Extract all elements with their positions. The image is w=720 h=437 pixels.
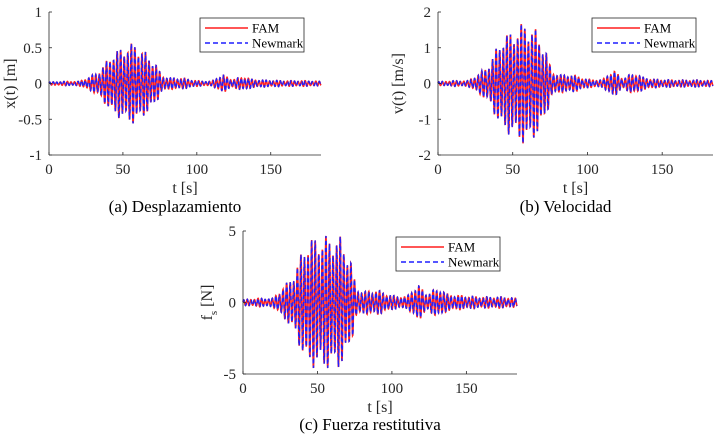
panel-caption: (a) Desplazamiento bbox=[109, 197, 242, 216]
legend-label: FAM bbox=[448, 240, 476, 255]
panel-displacement: 0 50 100 150 -1 -0.5 0 0.5 1 t [s] x(t) [m] (a) Des… bbox=[2, 5, 322, 216]
y-tick-label: 1 bbox=[35, 5, 43, 21]
y-axis-label: x(t) [m] bbox=[2, 58, 19, 108]
legend-box bbox=[591, 17, 697, 53]
legend-box bbox=[395, 236, 501, 272]
y-tick-label: -0.5 bbox=[18, 112, 42, 128]
series-line-newmark bbox=[242, 235, 518, 369]
y-label-unit: [N] bbox=[199, 285, 216, 311]
x-axis-label: t [s] bbox=[563, 180, 588, 197]
panel-caption: (c) Fuerza restitutiva bbox=[299, 415, 441, 434]
x-tick-label: 0 bbox=[239, 381, 247, 397]
legend-label: Newmark bbox=[644, 36, 696, 51]
y-tick-label: 5 bbox=[229, 224, 237, 240]
legend-label: FAM bbox=[644, 21, 672, 36]
legend-label: Newmark bbox=[448, 255, 500, 270]
y-tick-label: 0 bbox=[229, 296, 237, 312]
panel-caption: (b) Velocidad bbox=[520, 197, 612, 216]
y-tick-label: 2 bbox=[424, 5, 432, 21]
x-tick-label: 0 bbox=[434, 162, 442, 178]
y-axis-label: v(t) [m/s] bbox=[390, 53, 407, 114]
y-tick-label: -1 bbox=[419, 112, 432, 128]
x-tick-label: 100 bbox=[576, 162, 599, 178]
y-tick-label: 0 bbox=[424, 77, 432, 93]
legend-label: FAM bbox=[252, 21, 280, 36]
legend-label: Newmark bbox=[252, 36, 304, 51]
x-tick-label: 100 bbox=[381, 381, 404, 397]
x-axis-label: t [s] bbox=[367, 399, 392, 416]
series-line-fam bbox=[48, 43, 322, 124]
series-line-newmark bbox=[437, 24, 714, 144]
y-tick-label: -5 bbox=[224, 367, 237, 383]
x-tick-label: 100 bbox=[186, 162, 209, 178]
x-tick-label: 150 bbox=[651, 162, 674, 178]
y-tick-label: 0 bbox=[35, 77, 43, 93]
x-tick-label: 150 bbox=[455, 381, 478, 397]
y-tick-label: 0.5 bbox=[23, 41, 42, 57]
y-label-subscript: s bbox=[208, 311, 220, 315]
x-tick-label: 50 bbox=[115, 162, 130, 178]
x-tick-label: 50 bbox=[310, 381, 325, 397]
y-axis-label: fs [N] bbox=[199, 285, 220, 321]
x-axis-label: t [s] bbox=[172, 180, 197, 197]
x-tick-label: 50 bbox=[505, 162, 520, 178]
x-tick-label: 0 bbox=[45, 162, 53, 178]
x-tick-label: 150 bbox=[259, 162, 282, 178]
legend-box bbox=[199, 17, 305, 53]
y-tick-label: -1 bbox=[30, 148, 43, 164]
y-label-main: f bbox=[199, 314, 216, 320]
y-tick-label: 1 bbox=[424, 41, 432, 57]
panel-velocity: 0 50 100 150 -2 -1 0 1 2 t [s] v(t) [m/s] (b) Veloc… bbox=[390, 5, 714, 216]
y-tick-label: -2 bbox=[419, 148, 432, 164]
